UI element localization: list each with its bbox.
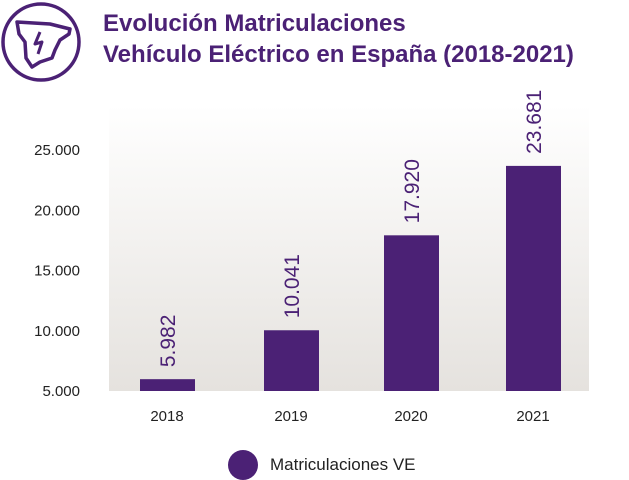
title-line-2: Vehículo Eléctrico en España (2018-2021): [103, 41, 574, 68]
data-label: 5.982: [157, 315, 180, 368]
x-tick-label: 2018: [150, 408, 183, 425]
bar-chart: 5.000 10.000 15.000 20.000 25.000 2018 5.982 20…: [34, 90, 589, 425]
y-tick-label: 5.000: [42, 383, 80, 400]
y-tick-label: 10.000: [34, 323, 80, 340]
title-line-1: Evolución Matriculaciones: [103, 10, 406, 37]
y-tick-label: 20.000: [34, 202, 80, 219]
x-tick-label: 2020: [394, 408, 427, 425]
x-tick-label: 2021: [516, 408, 549, 425]
bar-2018: [140, 379, 195, 391]
legend: Matriculaciones VE: [228, 450, 416, 480]
data-label: 10.041: [281, 254, 304, 318]
x-tick-label: 2019: [274, 408, 307, 425]
bar-2020: [384, 235, 439, 391]
legend-swatch: [228, 450, 258, 480]
y-tick-label: 15.000: [34, 263, 80, 280]
legend-label: Matriculaciones VE: [270, 455, 416, 474]
data-label: 17.920: [401, 159, 424, 223]
spain-map-lightning-icon: [1, 2, 81, 82]
y-tick-label: 25.000: [34, 142, 80, 159]
data-label: 23.681: [523, 90, 546, 154]
chart-title: Evolución Matriculaciones Vehículo Eléct…: [103, 8, 574, 70]
bar-2021: [506, 165, 561, 391]
bar-2019: [264, 330, 319, 391]
